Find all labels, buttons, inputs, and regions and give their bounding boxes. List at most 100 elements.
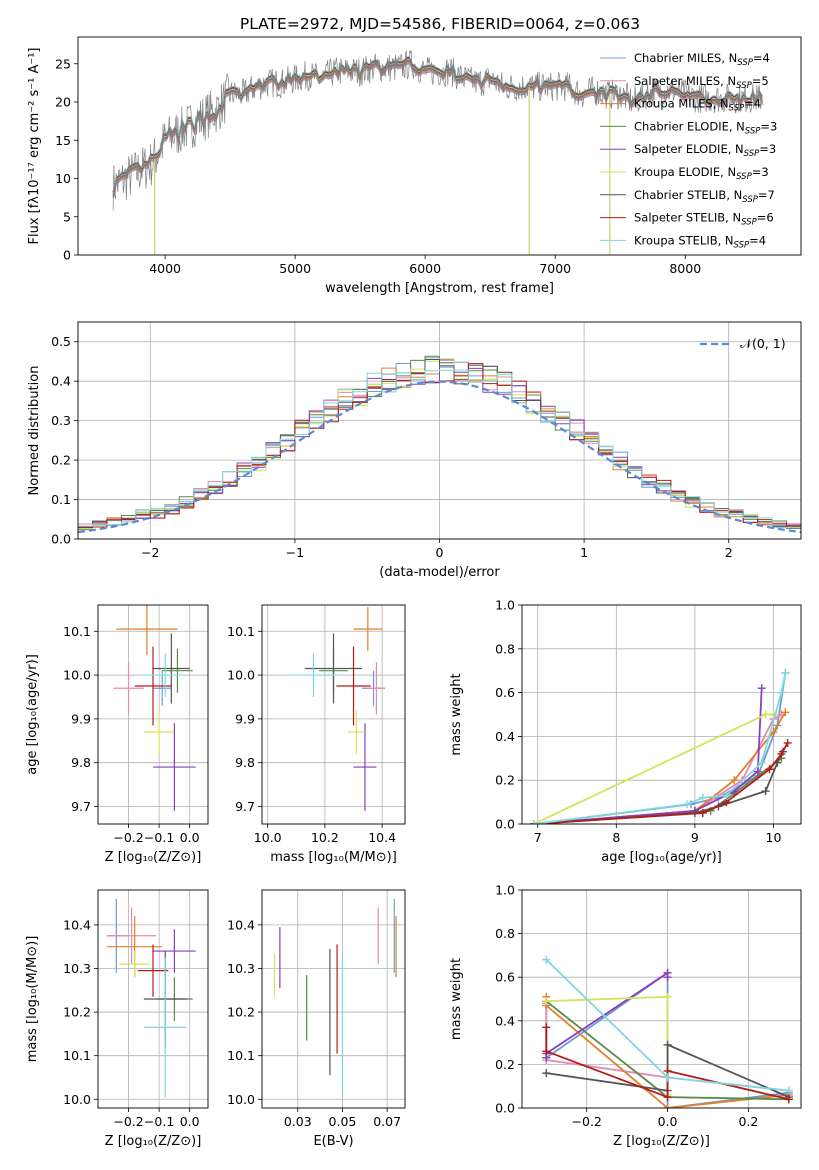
residual-histogram-panel: −2 −1 0 1 2 0.0 0.1 0.2 0.3 0.4 0.5 (data-model)/er… (27, 321, 802, 580)
plot-area (113, 605, 196, 811)
axes-frame (521, 889, 802, 1109)
y-tick-label: 0.6 (495, 970, 515, 985)
plot-area (529, 668, 792, 824)
x-tick-label: 0.05 (329, 1114, 357, 1129)
weight-point-marker (777, 749, 786, 758)
age-vs-mass-panel: 10.0 10.2 10.4 9.7 9.8 9.9 10.0 10.1 mass [log₁₀… (227, 604, 406, 865)
y-tick-label: 25 (55, 56, 71, 71)
y-tick-label: 9.7 (71, 799, 91, 814)
x-axis-label: age [log₁₀(age/yr)] (601, 850, 722, 865)
weight-point-marker (765, 765, 774, 774)
y-tick-label: 0.2 (495, 1057, 515, 1072)
y-tick-label: 0.1 (51, 492, 71, 507)
x-tick-label: 0.03 (284, 1114, 312, 1129)
x-tick-label: 8 (612, 830, 620, 845)
weight-point-marker (663, 992, 672, 1001)
weight-series-line (533, 742, 789, 824)
weight-point-marker (542, 1023, 551, 1032)
y-tick-label: 9.8 (71, 755, 91, 770)
y-tick-label: 0.4 (495, 729, 515, 744)
y-axis-label: mass weight (449, 673, 464, 755)
weight-point-marker (730, 776, 739, 785)
legend-count: =5 (752, 74, 769, 88)
legend-text: Chabrier STELIB, N (634, 188, 742, 202)
weight-point-marker (542, 1069, 551, 1078)
y-tick-label: 0.8 (495, 641, 515, 656)
weight-point-marker (722, 791, 731, 800)
y-axis-label: Normed distribution (27, 366, 42, 496)
y-tick-label: 0.2 (495, 773, 515, 788)
x-tick-label: 7 (534, 830, 542, 845)
x-tick-label: 10.4 (368, 830, 396, 845)
weight-series-line (533, 713, 774, 824)
weight-point-marker (542, 997, 551, 1006)
weight-point-marker (753, 767, 762, 776)
legend-entry: Salpeter STELIB, NSSP=6 (634, 211, 774, 228)
x-tick-label: 8000 (669, 261, 701, 276)
legend-count: =4 (749, 233, 766, 247)
weight-point-marker (761, 710, 770, 719)
x-axis-label: mass [log₁₀(M/M⊙)] (270, 850, 397, 865)
y-tick-label: 5 (63, 209, 71, 224)
legend-subscript: SSP (744, 149, 760, 159)
x-tick-label: −0.1 (144, 1114, 174, 1129)
y-tick-label: 0.0 (495, 817, 515, 832)
y-tick-label: 10.1 (227, 1048, 255, 1063)
axes-frame (77, 36, 802, 256)
y-tick-label: 10.0 (63, 1092, 91, 1107)
weight-vs-age-panel: 7 8 9 10 0.0 0.2 0.4 0.6 0.8 1.0 age [log₁₀(age/yr… (449, 598, 802, 865)
x-tick-label: 0.0 (180, 830, 200, 845)
x-tick-label: 7000 (539, 261, 571, 276)
y-tick-label: 10.4 (63, 917, 91, 932)
x-axis-label: Z [log₁₀(Z/Z⊙)] (613, 1134, 710, 1149)
legend-entry: Chabrier STELIB, NSSP=7 (634, 188, 775, 205)
y-tick-label: 10.1 (227, 624, 255, 639)
legend-entry: 𝒩(0, 1) (740, 336, 786, 351)
y-tick-label: 0 (63, 248, 71, 263)
legend-count: =4 (753, 51, 770, 65)
weight-vs-metallicity-panel: −0.2 0.0 0.2 0.0 0.2 0.4 0.6 0.8 1.0 Z [log₁₀(Z/Z… (449, 883, 802, 1149)
x-tick-label: 5000 (279, 261, 311, 276)
x-tick-label: 2 (725, 545, 733, 560)
y-axis-label: mass weight (449, 958, 464, 1040)
y-tick-label: 1.0 (495, 598, 515, 613)
weight-point-marker (784, 1086, 793, 1095)
histogram-step (78, 369, 801, 539)
spectrum-title: PLATE=2972, MJD=54586, FIBERID=0064, z=0… (240, 15, 640, 33)
y-tick-label: 10.1 (63, 1048, 91, 1063)
x-tick-label: 9 (691, 830, 699, 845)
weight-point-marker (542, 955, 551, 964)
y-tick-label: 10.0 (63, 668, 91, 683)
x-tick-label: 10 (766, 830, 782, 845)
y-tick-label: 0.4 (495, 1013, 515, 1028)
weight-point-marker (698, 809, 707, 818)
x-tick-label: −0.2 (113, 1114, 143, 1129)
axes-frame (261, 604, 406, 825)
legend-entry: Salpeter ELODIE, NSSP=3 (634, 142, 776, 159)
weight-point-marker (698, 793, 707, 802)
x-tick-label: −0.2 (572, 1114, 602, 1129)
legend-text: Salpeter ELODIE, N (634, 142, 744, 156)
weight-point-marker (757, 758, 766, 767)
weight-point-marker (761, 787, 770, 796)
legend-text: Chabrier ELODIE, N (634, 119, 745, 133)
y-tick-label: 9.9 (235, 711, 255, 726)
y-tick-label: 10.4 (227, 917, 255, 932)
observed-spectrum-line (112, 50, 764, 211)
x-tick-label: 6000 (409, 261, 441, 276)
spectrum-panel: 4000 5000 6000 7000 8000 0 5 10 15 20 25 wavelength… (27, 36, 802, 296)
weight-point-marker (784, 1095, 793, 1104)
weight-point-marker (663, 1093, 672, 1102)
y-tick-label: 0.0 (495, 1101, 515, 1116)
y-tick-label: 1.0 (495, 883, 515, 898)
axes-frame (261, 889, 406, 1109)
legend-subscript: SSP (742, 195, 758, 205)
legend-text: Kroupa ELODIE, N (634, 165, 736, 179)
y-tick-label: 0.8 (495, 926, 515, 941)
y-tick-label: 10.2 (63, 1005, 91, 1020)
legend-subscript: SSP (737, 58, 753, 68)
legend-entry: Chabrier ELODIE, NSSP=3 (634, 119, 777, 136)
plot-area (112, 50, 764, 255)
y-tick-label: 0.0 (51, 532, 71, 547)
legend-entry: Kroupa STELIB, NSSP=4 (634, 233, 766, 250)
